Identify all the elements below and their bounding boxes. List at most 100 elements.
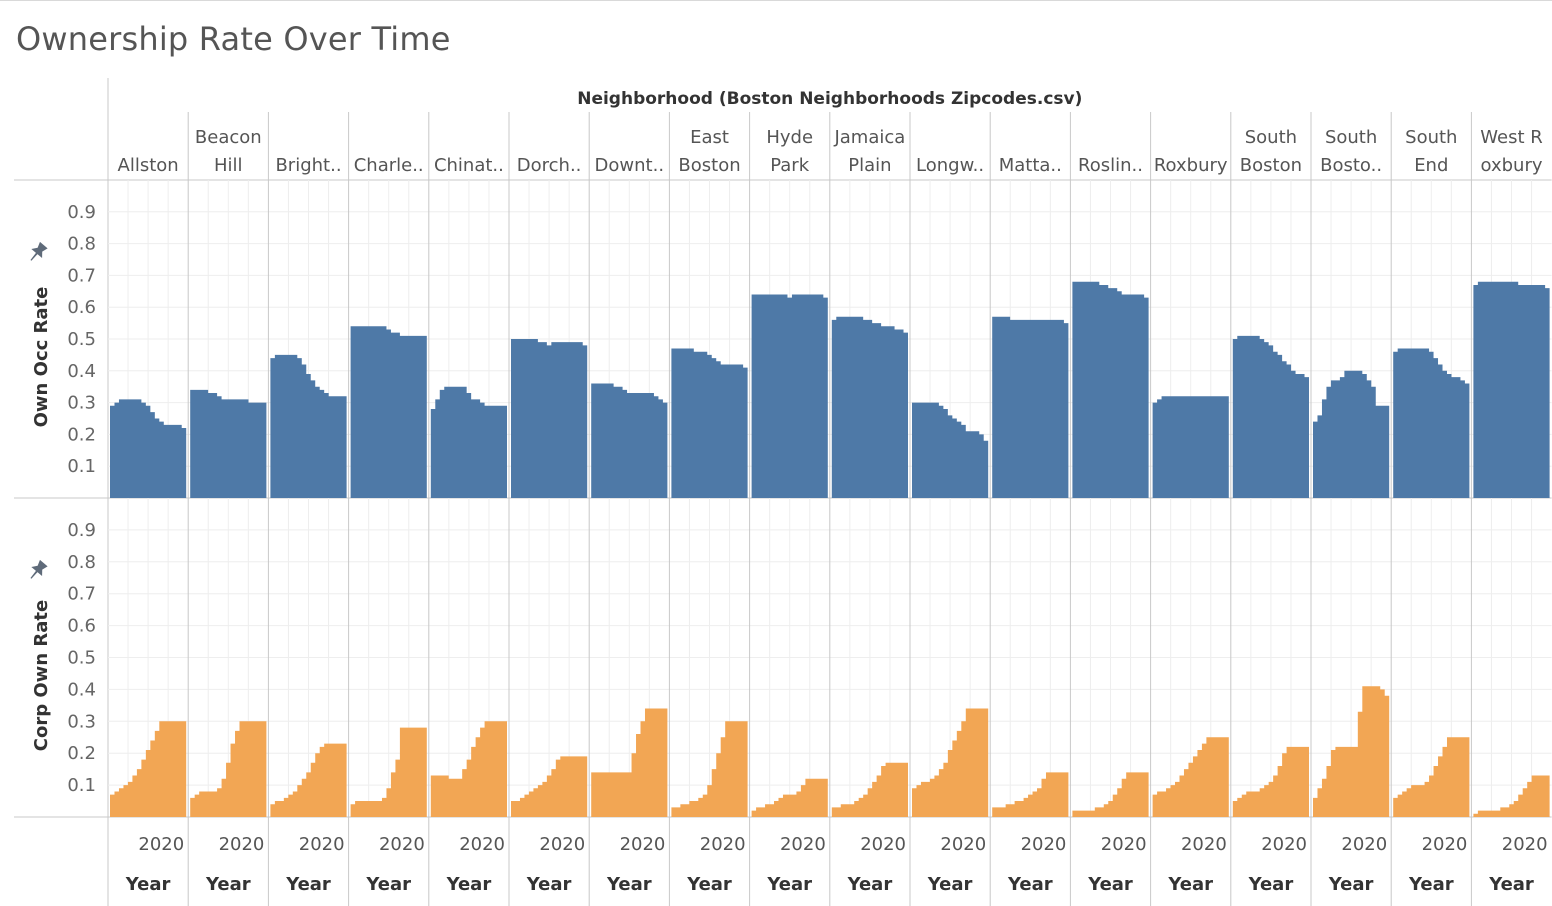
- chart-title: Ownership Rate Over Time: [16, 20, 451, 58]
- own_occ-area: [1473, 281, 1550, 498]
- y-tick-label: 0.9: [67, 202, 96, 223]
- x-tick-label: 2020: [1341, 834, 1387, 855]
- own_occ-area: [831, 316, 908, 498]
- x-tick-label: 2020: [860, 834, 906, 855]
- top-rule: [0, 0, 1552, 1]
- x-tick-label: 2020: [780, 834, 826, 855]
- x-axis-title: Year: [205, 874, 251, 895]
- y-axis-title: Own Occ Rate: [31, 287, 52, 428]
- y-tick-label: 0.2: [67, 424, 96, 445]
- corp_own-area: [1152, 737, 1229, 817]
- x-tick-label: 2020: [1181, 834, 1227, 855]
- neighborhood-label: Boston: [678, 155, 740, 176]
- y-tick-label: 0.3: [67, 711, 96, 732]
- own_occ-area: [430, 386, 507, 498]
- own_occ-area: [1232, 335, 1309, 498]
- neighborhood-label: Bosto..: [1320, 155, 1382, 176]
- y-tick-label: 0.5: [67, 329, 96, 350]
- x-axis-title: Year: [1167, 874, 1213, 895]
- neighborhood-label: Boston: [1240, 155, 1302, 176]
- x-tick-label: 2020: [700, 834, 746, 855]
- y-tick-label: 0.1: [67, 456, 96, 477]
- neighborhood-label: Bright..: [275, 155, 341, 176]
- neighborhood-label: South: [1245, 127, 1297, 148]
- x-tick-label: 2020: [299, 834, 345, 855]
- neighborhood-label: Roslin..: [1078, 155, 1143, 176]
- corp_own-area: [751, 778, 828, 817]
- y-tick-label: 0.4: [67, 679, 96, 700]
- corp_own-area: [912, 708, 989, 817]
- x-tick-label: 2020: [1101, 834, 1147, 855]
- neighborhood-label: Jamaica: [833, 127, 905, 148]
- corp_own-area: [1393, 737, 1470, 817]
- corp_own-area: [1072, 772, 1149, 817]
- neighborhood-label: West R: [1480, 127, 1542, 148]
- corp_own-area: [350, 727, 427, 817]
- x-axis-title: Year: [125, 874, 171, 895]
- pin-icon[interactable]: [26, 241, 50, 265]
- column-header-title: Neighborhood (Boston Neighborhoods Zipco…: [577, 89, 1082, 109]
- corp_own-area: [1232, 746, 1309, 817]
- y-tick-label: 0.1: [67, 775, 96, 796]
- neighborhood-label: Downt..: [595, 155, 665, 176]
- x-tick-label: 2020: [379, 834, 425, 855]
- x-axis-title: Year: [927, 874, 973, 895]
- neighborhood-label: Hill: [214, 155, 243, 176]
- neighborhood-label: Plain: [848, 155, 891, 176]
- pin-icon[interactable]: [26, 559, 50, 583]
- x-axis-title: Year: [1087, 874, 1133, 895]
- corp_own-area: [1473, 775, 1550, 817]
- x-tick-label: 2020: [459, 834, 505, 855]
- own_occ-area: [751, 294, 828, 498]
- y-axis-title: Corp Own Rate: [31, 600, 52, 751]
- neighborhood-label: South: [1405, 127, 1457, 148]
- corp_own-area: [831, 762, 908, 817]
- neighborhood-label: Allston: [118, 155, 179, 176]
- neighborhood-label: East: [690, 127, 729, 148]
- x-axis-title: Year: [847, 874, 893, 895]
- y-tick-label: 0.6: [67, 297, 96, 318]
- corp_own-area: [270, 743, 347, 817]
- neighborhood-label: oxbury: [1481, 155, 1543, 176]
- own_occ-area: [511, 339, 588, 498]
- neighborhood-label: Charle..: [354, 155, 424, 176]
- own_occ-area: [190, 389, 267, 498]
- neighborhood-label: Hyde: [766, 127, 813, 148]
- y-tick-label: 0.6: [67, 616, 96, 637]
- neighborhood-label: Roxbury: [1154, 155, 1228, 176]
- y-tick-label: 0.7: [67, 265, 96, 286]
- corp_own-area: [671, 721, 748, 817]
- x-tick-label: 2020: [1261, 834, 1307, 855]
- x-tick-label: 2020: [1422, 834, 1468, 855]
- corp_own-area: [1313, 686, 1390, 817]
- x-axis-title: Year: [1007, 874, 1053, 895]
- x-axis-title: Year: [1488, 874, 1534, 895]
- y-tick-label: 0.8: [67, 552, 96, 573]
- neighborhood-label: End: [1414, 155, 1448, 176]
- own_occ-area: [110, 399, 187, 498]
- corp_own-area: [511, 756, 588, 817]
- x-tick-label: 2020: [138, 834, 184, 855]
- y-tick-label: 0.7: [67, 584, 96, 605]
- y-tick-label: 0.3: [67, 393, 96, 414]
- neighborhood-label: Park: [770, 155, 809, 176]
- x-axis-title: Year: [606, 874, 652, 895]
- x-tick-label: 2020: [219, 834, 265, 855]
- x-tick-label: 2020: [940, 834, 986, 855]
- corp_own-area: [992, 772, 1069, 817]
- corp_own-area: [110, 721, 187, 817]
- x-axis-title: Year: [365, 874, 411, 895]
- neighborhood-label: Dorch..: [517, 155, 582, 176]
- own_occ-area: [350, 326, 427, 498]
- x-axis-title: Year: [526, 874, 572, 895]
- own_occ-area: [912, 402, 989, 498]
- own_occ-area: [1313, 370, 1390, 498]
- corp_own-area: [591, 708, 668, 817]
- y-tick-label: 0.9: [67, 520, 96, 541]
- own_occ-area: [591, 383, 668, 498]
- x-axis-title: Year: [1408, 874, 1454, 895]
- y-tick-label: 0.4: [67, 361, 96, 382]
- y-tick-label: 0.2: [67, 743, 96, 764]
- y-tick-label: 0.8: [67, 234, 96, 255]
